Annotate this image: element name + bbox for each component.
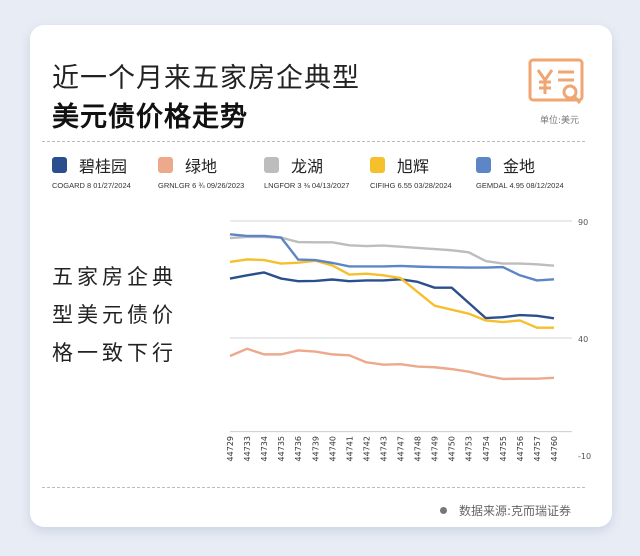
legend-label: 龙湖 <box>291 157 324 176</box>
legend-item: 旭辉 <box>370 153 429 177</box>
y-tick-label: -10 <box>578 452 591 461</box>
series-line-0 <box>229 271 555 320</box>
legend-swatch <box>158 157 173 173</box>
x-tick-label: 44742 <box>362 436 371 461</box>
x-tick-label: 44734 <box>260 436 269 461</box>
x-tick-label: 44739 <box>311 436 320 461</box>
x-tick-label: 44736 <box>294 436 303 461</box>
divider <box>42 487 585 488</box>
legend-item: 绿地 <box>158 153 217 177</box>
bullet-icon <box>440 507 447 514</box>
x-tick-label: 44735 <box>277 436 286 461</box>
title-line2: 美元债价格走势 <box>52 102 248 133</box>
series-line-2 <box>229 235 555 267</box>
legend-label: 绿地 <box>185 157 218 176</box>
legend-swatch <box>476 157 491 173</box>
source: 数据来源:克而瑞证券 <box>440 502 571 519</box>
bond-label: COGARD 8 01/27/2024 <box>52 181 131 190</box>
x-tick-label: 44753 <box>465 436 474 461</box>
legend-item: 龙湖 <box>264 153 323 177</box>
x-tick-label: 44748 <box>414 436 423 461</box>
x-tick-label: 44733 <box>243 436 252 461</box>
source-text: 数据来源:克而瑞证券 <box>459 504 572 518</box>
legend-item: 碧桂园 <box>52 153 127 177</box>
yuan-receipt-search-icon <box>528 58 584 104</box>
x-tick-label: 44743 <box>379 436 388 461</box>
unit-label: 单位:美元 <box>540 116 580 126</box>
legend-label: 金地 <box>503 157 536 176</box>
x-tick-label: 44754 <box>482 436 491 461</box>
legend-swatch <box>370 157 385 173</box>
x-tick-label: 44755 <box>499 436 508 461</box>
x-tick-label: 44756 <box>516 436 525 461</box>
legend-label: 碧桂园 <box>79 157 128 176</box>
legend-label: 旭辉 <box>397 157 430 176</box>
legend: 碧桂园 绿地 龙湖 旭辉 金地 <box>0 153 640 177</box>
bond-label: CIFIHG 6.55 03/28/2024 <box>370 181 452 190</box>
x-tick-label: 44741 <box>345 436 354 461</box>
series-line-4 <box>229 233 555 282</box>
title-line1: 近一个月来五家房企典型 <box>52 63 360 94</box>
card <box>30 25 612 527</box>
y-tick-label: 40 <box>578 335 588 344</box>
legend-swatch <box>264 157 279 173</box>
x-tick-label: 44747 <box>397 436 406 461</box>
x-tick-label: 44729 <box>226 436 235 461</box>
legend-item: 金地 <box>476 153 535 177</box>
x-tick-label: 44760 <box>550 436 559 461</box>
x-tick-label: 44740 <box>328 436 337 461</box>
series-line-1 <box>229 347 555 381</box>
x-tick-label: 44749 <box>431 436 440 461</box>
bond-label: LNGFOR 3 ⅜ 04/13/2027 <box>264 181 350 190</box>
side-caption: 五家房企典型美元债价格一致下行 <box>52 265 177 365</box>
legend-swatch <box>52 157 67 173</box>
divider <box>42 141 585 142</box>
series-line-3 <box>229 258 554 329</box>
y-tick-label: 90 <box>578 218 588 227</box>
line-chart: 90 40 -10 44729 44733 44734 44735 44736 44739 447… <box>226 218 591 461</box>
bond-label: GRNLGR 6 ¾ 09/26/2023 <box>158 181 245 190</box>
x-tick-label: 44750 <box>448 436 457 461</box>
x-tick-label: 44757 <box>533 436 542 461</box>
bond-label: GEMDAL 4.95 08/12/2024 <box>476 181 564 190</box>
